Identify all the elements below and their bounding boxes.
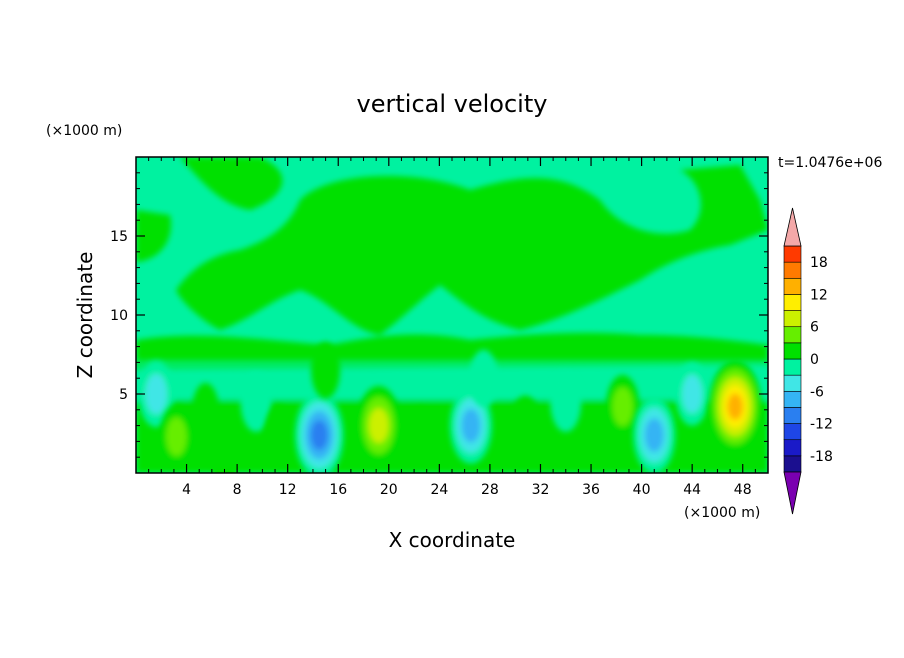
colorbar-label: -18 xyxy=(810,449,833,465)
contour-level xyxy=(407,406,434,461)
colorbar-segment xyxy=(783,277,802,295)
x-tick-label: 24 xyxy=(430,482,448,498)
velocity-cell xyxy=(407,406,434,461)
contour-level xyxy=(192,383,219,437)
colorbar-segment xyxy=(783,326,802,344)
colorbar-segment xyxy=(783,390,802,408)
colorbar-label: 12 xyxy=(810,287,828,303)
colorbar: 18 12 6 0 -6 -12 -18 xyxy=(783,207,833,515)
velocity-cell xyxy=(192,383,219,437)
velocity-cell xyxy=(311,341,340,399)
y-axis-ticks: 5 10 15 xyxy=(110,172,768,458)
velocity-cell xyxy=(469,349,498,407)
x-tick-label: 44 xyxy=(683,482,701,498)
contour-level xyxy=(469,349,498,407)
y-tick-label: 10 xyxy=(110,308,128,324)
colorbar-segment xyxy=(783,455,802,473)
y-unit-label: (×1000 m) xyxy=(46,123,122,139)
colorbar-segment xyxy=(783,342,802,360)
time-label: t=1.0476e+06 xyxy=(778,155,882,171)
velocity-cell xyxy=(509,395,541,456)
colorbar-segment xyxy=(783,358,802,376)
x-tick-label: 8 xyxy=(233,482,242,498)
colorbar-under-triangle xyxy=(783,471,802,515)
colorbar-segment xyxy=(783,439,802,457)
x-axis-ticks: 4 8 12 16 20 24 28 32 36 40 44 48 xyxy=(148,157,756,498)
contour-level xyxy=(166,417,187,457)
contour-level xyxy=(727,393,743,420)
colorbar-label: 6 xyxy=(810,320,819,336)
contour-level xyxy=(644,418,664,452)
x-tick-label: 12 xyxy=(279,482,297,498)
colorbar-label: -12 xyxy=(810,417,833,433)
x-tick-label: 20 xyxy=(380,482,398,498)
contour-level xyxy=(612,387,633,427)
x-tick-label: 28 xyxy=(481,482,499,498)
y-tick-label: 15 xyxy=(110,229,128,245)
velocity-cell xyxy=(356,386,401,466)
y-tick-label: 5 xyxy=(119,387,128,403)
colorbar-label: 0 xyxy=(810,352,819,368)
contour-level xyxy=(311,341,340,399)
colorbar-segment xyxy=(783,245,802,263)
contour-level xyxy=(264,405,294,462)
x-tick-label: 16 xyxy=(329,482,347,498)
contour-level xyxy=(211,430,238,473)
colorbar-label: -6 xyxy=(810,384,824,400)
colorbar-segment xyxy=(783,261,802,279)
velocity-cell xyxy=(294,392,344,473)
x-tick-label: 4 xyxy=(182,482,191,498)
contour-level xyxy=(509,395,541,456)
velocity-cell xyxy=(264,405,294,462)
contour-level xyxy=(310,420,328,450)
contour-level xyxy=(550,371,582,432)
velocity-cell xyxy=(606,375,640,439)
x-tick-label: 40 xyxy=(633,482,651,498)
velocity-cell xyxy=(550,371,582,432)
contour-level xyxy=(681,374,703,414)
y-axis-label: Z coordinate xyxy=(73,252,97,379)
contour-level xyxy=(368,408,389,444)
velocity-cell xyxy=(240,371,272,432)
colorbar-segment xyxy=(783,407,802,424)
colorbar-segment xyxy=(783,294,802,311)
contour-level xyxy=(461,408,481,443)
velocity-cell xyxy=(449,387,492,464)
velocity-cell xyxy=(138,360,174,428)
velocity-cell xyxy=(708,360,762,453)
x-tick-label: 48 xyxy=(734,482,752,498)
velocity-cell xyxy=(633,397,676,473)
colorbar-segment xyxy=(783,423,802,441)
x-tick-label: 32 xyxy=(532,482,550,498)
colorbar-over-triangle xyxy=(783,207,802,247)
velocity-cell xyxy=(159,405,194,469)
velocity-cells xyxy=(138,341,762,473)
colorbar-segment xyxy=(783,310,802,328)
contour-level xyxy=(240,371,272,432)
chart-title: vertical velocity xyxy=(357,90,548,118)
x-unit-label: (×1000 m) xyxy=(684,505,760,521)
x-tick-label: 36 xyxy=(582,482,600,498)
x-axis-label: X coordinate xyxy=(389,528,516,552)
colorbar-label: 18 xyxy=(810,255,828,271)
contour-level xyxy=(145,373,168,415)
velocity-cell xyxy=(675,362,709,426)
colorbar-segment xyxy=(783,374,802,392)
plot-area xyxy=(136,157,768,473)
velocity-cell xyxy=(211,430,238,473)
